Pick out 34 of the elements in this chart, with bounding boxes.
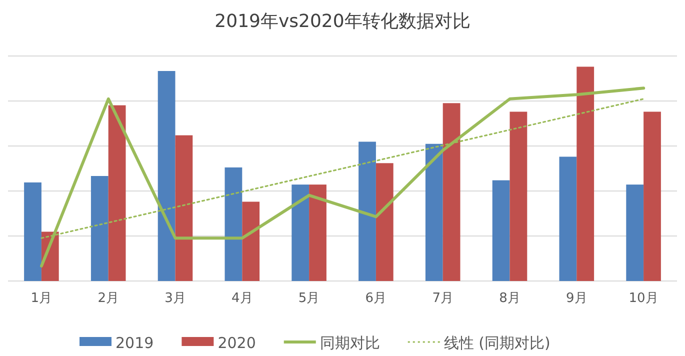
bar [576,66,594,281]
bar [644,112,661,281]
bar [559,156,577,281]
x-tick-label: 4月 [232,291,253,306]
bar [224,167,242,281]
x-tick-label: 2月 [98,291,119,306]
legend-label: 线性 (同期对比) [444,334,550,352]
x-tick-label: 10月 [628,291,658,306]
bar [90,176,108,281]
bar [510,112,528,281]
legend-label: 2020 [218,334,256,352]
legend-label: 2019 [116,334,154,352]
x-tick-label: 8月 [499,291,520,306]
legend-label: 同期对比 [320,334,380,352]
bar [292,184,310,281]
x-tick-label: 7月 [432,291,454,306]
x-tick-label: 5月 [298,291,320,306]
bar [108,105,126,281]
bar [442,103,460,281]
x-tick-label: 9月 [566,291,588,306]
x-tick-label: 1月 [30,291,52,306]
bar [376,163,394,281]
x-tick-label: 3月 [164,291,186,306]
bar [309,184,326,281]
x-tick-label: 6月 [365,291,387,306]
chart-title: 2019年vs2020年转化数据对比 [214,11,470,32]
bar [626,184,644,281]
bar [242,202,260,281]
bar [175,135,193,281]
bar [158,71,176,281]
bar [492,180,510,281]
bar [358,142,376,281]
bar [24,182,42,281]
bar [425,144,443,281]
